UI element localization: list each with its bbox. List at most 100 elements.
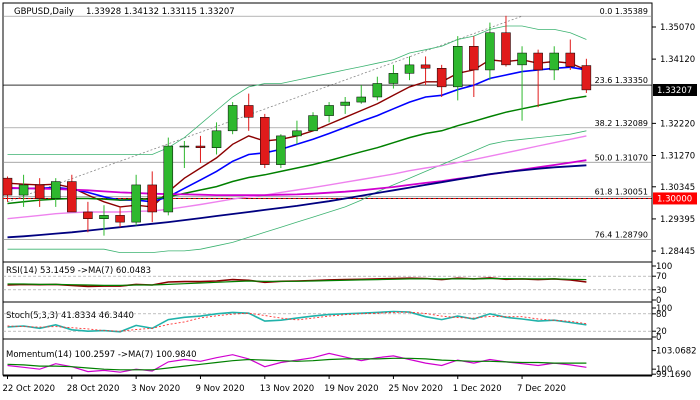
symbol-label: GBPUSD,Daily [14, 7, 74, 17]
candle-body [469, 46, 479, 71]
momentum-series-line [7, 352, 587, 373]
rsi-title: RSI(14) 53.1459 ->MA(7) 60.0483 [6, 266, 151, 276]
candle [83, 201, 93, 233]
time-axis-label: 28 Oct 2020 [67, 384, 120, 394]
time-axis-label: 25 Nov 2020 [388, 384, 442, 394]
candle [565, 39, 576, 70]
price-axis-label: 1.30345 [660, 183, 695, 193]
candle [517, 46, 527, 121]
rsi-series-line [7, 278, 587, 286]
candle-body [131, 184, 141, 223]
candle [99, 205, 109, 236]
fib-label: 0.0 1.35389 [600, 7, 648, 16]
momentum-axis-label: 103.0682 [656, 347, 697, 357]
candle-body [83, 211, 93, 219]
fib-label: 61.8 1.30051 [595, 188, 648, 197]
time-axis-label: 9 Nov 2020 [195, 384, 244, 394]
candle-body [2, 177, 13, 196]
candle [163, 137, 174, 216]
candle-body [485, 32, 495, 71]
stochastic-axis-label: 100 [656, 304, 672, 314]
candle [420, 56, 431, 86]
rsi-axis-label: 100 [656, 262, 672, 272]
fib-label: 76.4 1.28790 [595, 230, 648, 239]
candle-body [147, 184, 157, 213]
candle-body [18, 184, 29, 196]
candle [404, 56, 415, 81]
candle-body [195, 145, 206, 148]
momentum-panel: Momentum(14) 100.2597 ->MA(7) 100.9840 1… [3, 347, 697, 380]
candle [50, 178, 61, 207]
price-axis-label: 1.32220 [660, 119, 695, 129]
candle-body [581, 65, 592, 91]
time-axis: 22 Oct 2020 28 Oct 2020 3 Nov 2020 9 Nov 20… [3, 375, 566, 394]
price-axis-label: 1.34120 [660, 55, 695, 65]
candle [340, 96, 350, 114]
fib-label: 50.0 1.31070 [595, 153, 648, 162]
candle-body [549, 52, 559, 71]
candle [292, 120, 302, 145]
time-axis-label: 3 Nov 2020 [131, 384, 180, 394]
candle [147, 171, 157, 223]
momentum-series-line [7, 357, 587, 371]
candle-body [501, 32, 511, 66]
candle [179, 140, 190, 169]
fib-label: 38.2 1.32089 [595, 119, 648, 128]
time-axis-label: 1 Dec 2020 [453, 384, 502, 394]
candle-body [533, 52, 543, 71]
candle [34, 178, 45, 207]
candle-body [50, 181, 61, 199]
candle [485, 22, 495, 81]
candle [243, 93, 254, 131]
candle-body [436, 68, 447, 88]
current-price-label: 1.33207 [657, 86, 692, 96]
candle-body [34, 184, 45, 199]
candle-body [115, 215, 125, 223]
stochastic-axis-label: 80 [656, 310, 667, 320]
rsi-axis-label: 30 [656, 286, 667, 296]
candle-body [420, 64, 431, 69]
candle [436, 64, 447, 97]
candle-body [292, 130, 302, 137]
ma-green-line [7, 95, 587, 205]
time-axis-label: 7 Dec 2020 [517, 384, 566, 394]
candle-body [243, 105, 254, 118]
stochastic-axis-label: 20 [656, 327, 667, 337]
candle [469, 36, 479, 97]
fibonacci-levels: 0.0 1.35389 23.6 1.33350 38.2 1.32089 50.0 … [595, 7, 648, 239]
candle [308, 112, 318, 132]
ma-navy-line [7, 164, 587, 239]
candle [195, 135, 206, 163]
price-axis-label: 1.31270 [660, 152, 695, 162]
stochastic-axis-label: 0 [656, 333, 661, 343]
price-axis: 1.35070 1.34120 1.32220 1.31270 1.30345 1.293… [652, 23, 697, 257]
candle [533, 49, 543, 108]
candle-body [356, 96, 367, 103]
candle-body [372, 83, 383, 98]
rsi-axis-label: 0 [656, 296, 661, 306]
candle [276, 134, 286, 169]
stochastic-series-line [7, 311, 587, 332]
candle [324, 102, 334, 123]
momentum-axis-label: 99.1690 [656, 370, 691, 380]
candle-body [452, 46, 463, 88]
candle [115, 206, 125, 228]
level-price-label: 1.30000 [657, 194, 692, 204]
candle-body [260, 117, 270, 165]
candle [549, 46, 559, 81]
candle-body [517, 52, 527, 66]
candle [18, 174, 29, 207]
candle-body [404, 64, 415, 74]
stochastic-title: Stoch(5,3,3) 41.8334 46.3440 [6, 311, 134, 321]
candlesticks [2, 15, 592, 236]
candle-body [163, 145, 174, 213]
current-price-tag [653, 83, 697, 96]
candle [372, 76, 383, 101]
candle-body [565, 52, 576, 67]
candle-body [324, 105, 334, 116]
candle [131, 174, 141, 226]
